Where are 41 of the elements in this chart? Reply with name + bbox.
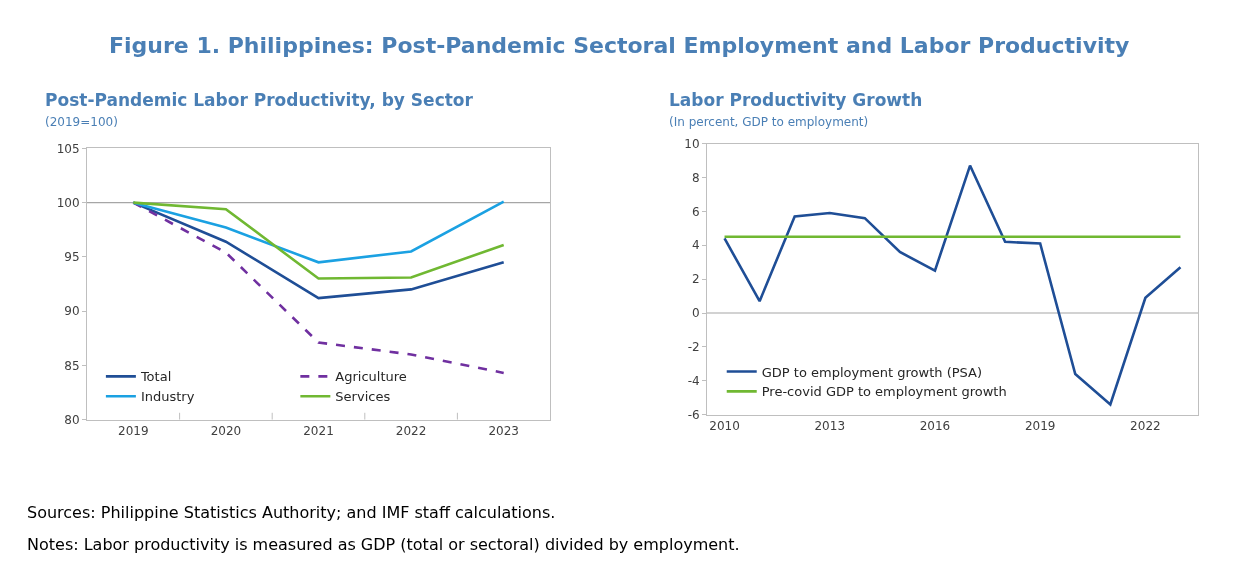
legend-label: Pre-covid GDP to employment growth	[761, 384, 1007, 400]
y-tick-label: 85	[64, 358, 80, 373]
y-tick-label: 4	[691, 238, 700, 253]
y-tick-label: -6	[687, 407, 700, 422]
x-tick-label: 2021	[303, 423, 334, 438]
legend-label: Services	[335, 389, 391, 405]
chart-title: Labor Productivity Growth	[669, 90, 923, 110]
legend-label: Industry	[140, 389, 195, 405]
x-tick-label: 2023	[488, 423, 519, 438]
x-tick-label: 2019	[1024, 419, 1056, 434]
y-tick-label: 100	[56, 195, 80, 210]
y-tick-label: -2	[687, 340, 700, 355]
y-tick-label: 95	[64, 250, 80, 265]
y-tick-label: 105	[56, 141, 80, 156]
y-tick-label: 10	[684, 136, 700, 151]
source-note: Sources: Philippine Statistics Authority; and IMF staff calculations.	[27, 503, 556, 522]
line-series	[132, 201, 505, 280]
line-series	[723, 164, 1182, 406]
chart-subtitle: (2019=100)	[45, 115, 118, 129]
y-tick-label: 8	[691, 170, 700, 185]
caption: Figure 1. Philippines: Post-Pandemic Sectoral Employment and Labor Productivity	[109, 33, 1130, 58]
legend-label: Agriculture	[335, 369, 407, 385]
x-tick-label: 2010	[709, 419, 740, 434]
x-tick-label: 2019	[118, 423, 149, 438]
legend-label: Total	[139, 369, 172, 385]
x-tick-label: 2020	[210, 423, 242, 438]
line-series	[132, 200, 505, 264]
x-tick-label: 2013	[814, 419, 846, 434]
chart-title: Post-Pandemic Labor Productivity, by Sector	[45, 90, 474, 110]
y-tick-label: 90	[64, 304, 80, 319]
legend-label: GDP to employment growth (PSA)	[761, 364, 983, 380]
chart-subtitle: (In percent, GDP to employment)	[669, 115, 869, 129]
text: Notes: Labor productivity is measured as GDP (total or sectoral) divided by employment.	[27, 535, 740, 554]
x-tick-label: 2016	[919, 419, 951, 434]
y-tick-label: 80	[64, 412, 80, 427]
x-tick-label: 2022	[1130, 419, 1161, 434]
y-tick-label: 6	[691, 204, 700, 219]
y-tick-label: -4	[687, 373, 700, 388]
y-tick-label: 0	[691, 306, 700, 321]
x-tick-label: 2022	[395, 423, 427, 438]
y-tick-label: 2	[691, 272, 700, 287]
